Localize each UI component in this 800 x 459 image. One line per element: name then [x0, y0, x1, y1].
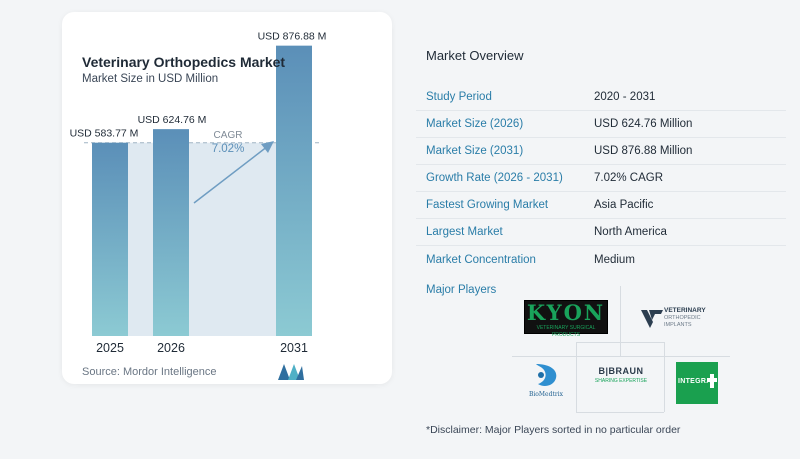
- overview-row-value: Asia Pacific: [594, 199, 654, 211]
- data-label: USD 624.76 M: [138, 114, 207, 126]
- source-text: Source: Mordor Intelligence: [82, 366, 217, 378]
- voi-line3: IMPLANTS: [664, 322, 692, 328]
- cagr-arrow-line: [193, 145, 269, 204]
- overview-row: Market Size (2026) USD 624.76 Million: [416, 111, 786, 138]
- chart-title: Veterinary Orthopedics Market: [82, 54, 286, 70]
- divider: [664, 342, 665, 412]
- bar-2025: [92, 142, 128, 336]
- kyon-logo-tagline: VETERINARY SURGICAL PRODUCTS: [536, 325, 596, 338]
- veterinary-orthopedic-implants-logo: VETERINARY ORTHOPEDIC IMPLANTS: [640, 304, 720, 334]
- market-overview-panel: Market Overview Study Period 2020 - 2031 M…: [400, 0, 800, 459]
- overview-row: Fastest Growing Market Asia Pacific: [416, 192, 786, 219]
- bar-2031: [276, 45, 312, 337]
- overview-row-value: North America: [594, 226, 667, 238]
- overview-row: Growth Rate (2026 - 2031) 7.02% CAGR: [416, 165, 786, 192]
- overview-row: Market Size (2031) USD 876.88 Million: [416, 138, 786, 165]
- disclaimer-text: *Disclaimer: Major Players sorted in no …: [426, 424, 681, 436]
- data-label: USD 876.88 M: [258, 31, 327, 43]
- tick-label: 2031: [280, 341, 308, 355]
- divider: [576, 342, 577, 412]
- divider: [620, 286, 621, 356]
- overview-row-value: USD 624.76 Million: [594, 118, 693, 130]
- overview-row-label: Fastest Growing Market: [426, 199, 549, 211]
- overview-row: Largest Market North America: [416, 219, 786, 246]
- biomedtrix-logo: BioMedtrix: [526, 362, 566, 404]
- cagr-arrow-head: [261, 141, 274, 153]
- mordor-logo-icon: [278, 364, 304, 380]
- overview-row-value: USD 876.88 Million: [594, 145, 693, 157]
- divider: [512, 356, 730, 357]
- overview-row-label: Market Size (2031): [426, 145, 524, 157]
- overview-row-label: Largest Market: [426, 226, 503, 238]
- kyon-logo-name: KYON: [526, 300, 606, 325]
- bbraun-logo: B|BRAUN SHARING EXPERTISE: [584, 366, 658, 388]
- overview-row-value: 2020 - 2031: [594, 91, 656, 103]
- overview-row-value: 7.02% CAGR: [594, 172, 664, 184]
- cagr-value: 7.02%: [212, 143, 245, 155]
- overview-row-value: Medium: [594, 253, 635, 266]
- major-players-title: Major Players: [426, 284, 497, 296]
- overview-row-label: Growth Rate (2026 - 2031): [426, 172, 563, 184]
- bbraun-logo-name: B|BRAUN: [598, 366, 644, 376]
- divider: [576, 342, 664, 343]
- tick-label: 2025: [96, 341, 124, 355]
- integra-logo: INTEGRA: [676, 362, 718, 404]
- integra-mark-icon: [707, 374, 717, 388]
- tick-label: 2026: [157, 341, 185, 355]
- bbraun-logo-tagline: SHARING EXPERTISE: [594, 378, 648, 384]
- cagr-label: CAGR: [214, 130, 243, 141]
- bar-chart: USD 583.77 M USD 624.76 M USD 876.88 M 2025…: [70, 31, 327, 355]
- biomedtrix-mark-icon: [536, 364, 557, 386]
- overview-row-label: Market Size (2026): [426, 118, 524, 130]
- overview-row: Market Concentration Medium: [416, 246, 786, 273]
- voi-mark-icon: [641, 310, 663, 328]
- overview-title: Market Overview: [426, 48, 524, 63]
- overview-row-label: Study Period: [426, 91, 492, 103]
- integra-logo-name: INTEGRA: [678, 378, 712, 385]
- chart-subtitle: Market Size in USD Million: [82, 73, 219, 85]
- overview-table: Study Period 2020 - 2031 Market Size (2026…: [416, 84, 786, 273]
- voi-line2: ORTHOPEDIC: [664, 315, 701, 321]
- overview-row: Study Period 2020 - 2031: [416, 84, 786, 111]
- voi-line1: VETERINARY: [664, 307, 706, 314]
- biomedtrix-logo-name: BioMedtrix: [528, 391, 564, 398]
- overview-row-label: Market Concentration: [426, 253, 536, 266]
- bar-2026: [153, 129, 189, 336]
- data-label: USD 583.77 M: [70, 128, 139, 140]
- kyon-logo: KYON VETERINARY SURGICAL PRODUCTS: [524, 300, 608, 338]
- divider: [576, 412, 664, 413]
